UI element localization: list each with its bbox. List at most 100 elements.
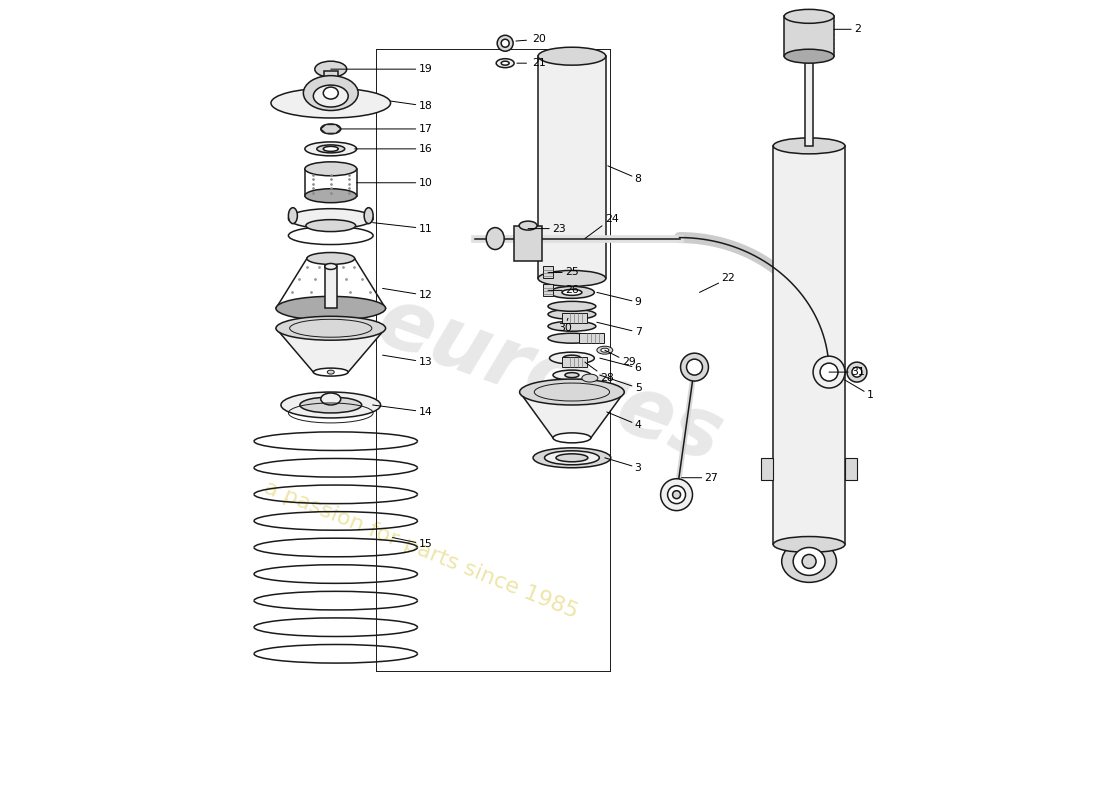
Text: 10: 10 — [356, 178, 432, 188]
Ellipse shape — [314, 368, 349, 376]
Ellipse shape — [314, 85, 349, 107]
Text: a passion for parts since 1985: a passion for parts since 1985 — [261, 477, 581, 622]
Ellipse shape — [534, 448, 611, 468]
Ellipse shape — [548, 322, 596, 331]
Ellipse shape — [276, 316, 386, 340]
Ellipse shape — [773, 138, 845, 154]
Ellipse shape — [486, 228, 504, 250]
Text: 21: 21 — [517, 58, 546, 68]
Text: 28: 28 — [585, 362, 614, 383]
Ellipse shape — [548, 310, 596, 319]
Ellipse shape — [582, 374, 597, 382]
Text: 29: 29 — [605, 350, 636, 367]
Text: 15: 15 — [393, 538, 432, 550]
Ellipse shape — [668, 486, 685, 504]
Text: 16: 16 — [354, 144, 432, 154]
Polygon shape — [514, 226, 542, 262]
Ellipse shape — [497, 35, 513, 51]
Text: 18: 18 — [390, 101, 432, 111]
Ellipse shape — [364, 208, 373, 224]
Ellipse shape — [502, 39, 509, 47]
Ellipse shape — [773, 537, 845, 553]
Ellipse shape — [821, 363, 838, 381]
Text: 14: 14 — [373, 405, 432, 417]
Ellipse shape — [548, 334, 596, 343]
Text: 6: 6 — [600, 358, 641, 373]
Ellipse shape — [550, 286, 594, 298]
Ellipse shape — [538, 47, 606, 65]
Text: 22: 22 — [700, 274, 735, 292]
Ellipse shape — [519, 221, 537, 230]
Ellipse shape — [305, 189, 356, 202]
Ellipse shape — [661, 478, 693, 510]
Text: 12: 12 — [383, 288, 432, 300]
Bar — [538, 56, 606, 278]
Ellipse shape — [271, 88, 390, 118]
Ellipse shape — [323, 87, 338, 99]
Bar — [323, 71, 338, 83]
Ellipse shape — [553, 370, 591, 380]
Text: 19: 19 — [331, 64, 432, 74]
Text: 31: 31 — [829, 367, 865, 377]
Ellipse shape — [548, 302, 596, 311]
Bar — [773, 146, 845, 545]
Text: 5: 5 — [600, 375, 641, 393]
Ellipse shape — [321, 393, 341, 405]
Ellipse shape — [672, 490, 681, 498]
Ellipse shape — [288, 226, 373, 245]
Text: 17: 17 — [341, 124, 432, 134]
Polygon shape — [321, 125, 341, 134]
Bar — [562, 357, 587, 367]
Ellipse shape — [563, 355, 581, 361]
Ellipse shape — [305, 142, 356, 156]
Ellipse shape — [300, 397, 362, 413]
Text: 30: 30 — [558, 318, 572, 334]
Ellipse shape — [288, 209, 373, 229]
Text: 25: 25 — [548, 267, 579, 278]
Text: 26: 26 — [548, 286, 579, 295]
Polygon shape — [276, 328, 386, 372]
Ellipse shape — [851, 367, 862, 377]
Text: 20: 20 — [516, 34, 546, 44]
Ellipse shape — [280, 392, 381, 418]
Ellipse shape — [305, 162, 356, 176]
Text: 13: 13 — [383, 355, 432, 367]
Ellipse shape — [544, 451, 600, 465]
Ellipse shape — [601, 348, 608, 352]
Ellipse shape — [597, 346, 613, 354]
Ellipse shape — [550, 352, 594, 364]
Bar — [761, 458, 773, 480]
Ellipse shape — [562, 290, 582, 295]
Text: 9: 9 — [597, 292, 641, 307]
Text: 1: 1 — [845, 380, 873, 400]
Bar — [543, 266, 553, 278]
Text: 27: 27 — [682, 473, 718, 482]
Ellipse shape — [782, 541, 836, 582]
Text: 4: 4 — [607, 412, 641, 430]
Ellipse shape — [681, 353, 708, 381]
Ellipse shape — [519, 379, 624, 405]
Ellipse shape — [324, 263, 337, 270]
Bar — [562, 314, 587, 323]
Text: 3: 3 — [605, 458, 641, 473]
Text: 11: 11 — [373, 222, 432, 234]
Ellipse shape — [847, 362, 867, 382]
Ellipse shape — [304, 76, 359, 110]
Ellipse shape — [307, 253, 354, 265]
Ellipse shape — [288, 208, 297, 224]
Text: 23: 23 — [528, 223, 565, 234]
Ellipse shape — [784, 50, 834, 63]
Ellipse shape — [538, 270, 606, 286]
Ellipse shape — [496, 58, 514, 68]
Bar — [543, 285, 553, 296]
Ellipse shape — [784, 10, 834, 23]
Ellipse shape — [276, 296, 386, 320]
Bar — [784, 16, 834, 56]
Bar — [845, 458, 857, 480]
Ellipse shape — [306, 220, 355, 231]
Ellipse shape — [556, 454, 587, 462]
Text: 8: 8 — [608, 166, 641, 184]
Text: 2: 2 — [834, 24, 861, 34]
Text: 24: 24 — [585, 214, 618, 238]
Text: eurøres: eurøres — [366, 280, 734, 480]
